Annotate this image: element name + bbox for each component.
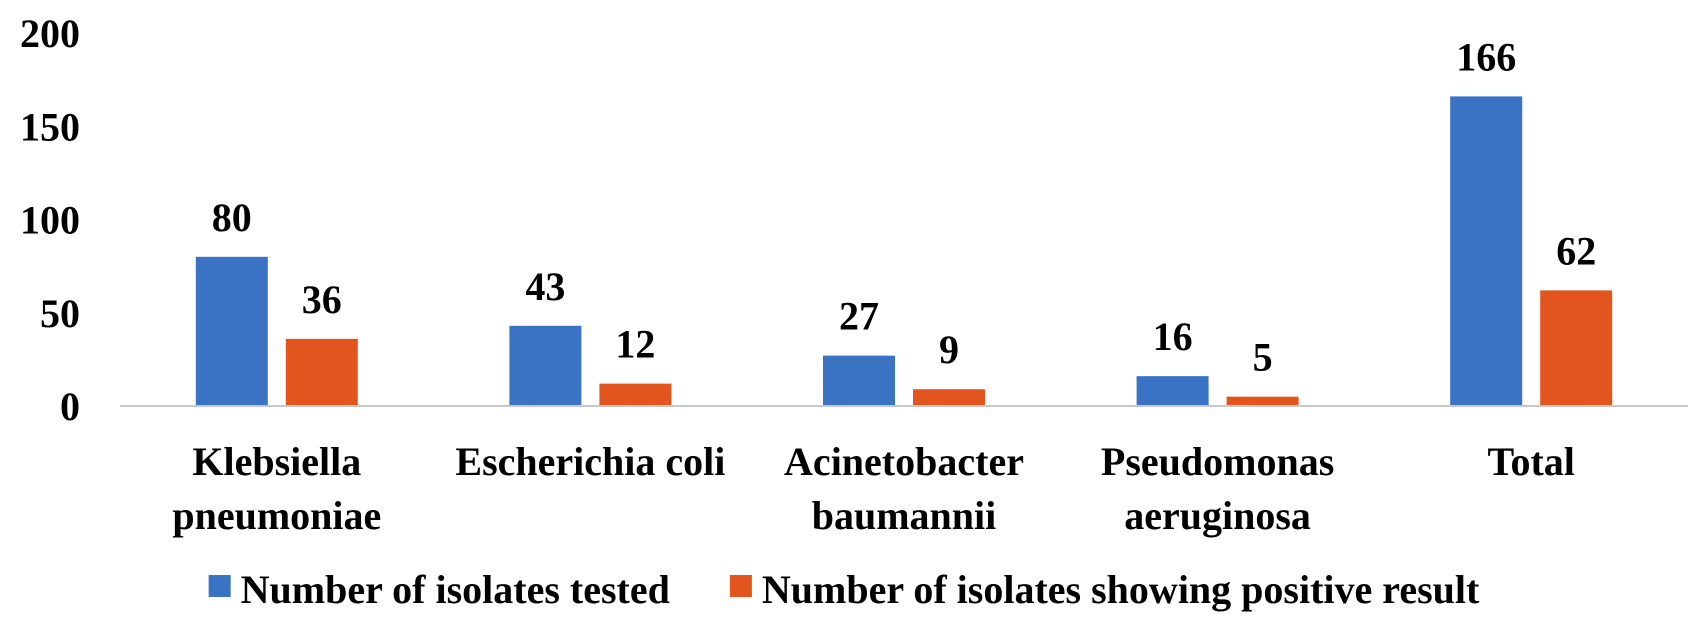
data-label: 166 <box>1456 34 1516 79</box>
y-tick-label: 100 <box>20 198 80 243</box>
y-tick-label: 50 <box>40 291 80 336</box>
bar <box>913 389 985 406</box>
y-tick-label: 0 <box>60 384 80 429</box>
category-label: Pseudomonas <box>1101 439 1334 484</box>
data-label: 5 <box>1253 335 1273 380</box>
y-tick-label: 150 <box>20 104 80 149</box>
legend-swatch <box>729 575 752 597</box>
data-label: 9 <box>939 327 959 372</box>
data-label: 43 <box>525 264 565 309</box>
legend-label: Number of isolates showing positive resu… <box>762 567 1480 612</box>
legend-swatch <box>208 575 231 597</box>
y-axis-ticks: 0 50 100 150 200 <box>20 11 80 429</box>
bars <box>195 96 1613 406</box>
data-label: 16 <box>1153 314 1193 359</box>
category-label: Acinetobacter <box>784 439 1024 484</box>
bar <box>1540 290 1613 406</box>
data-label: 80 <box>212 195 252 240</box>
data-label: 36 <box>302 277 342 322</box>
category-label: Total <box>1487 439 1574 484</box>
bar <box>509 325 582 406</box>
legend-label: Number of isolates tested <box>241 567 670 612</box>
bar <box>285 338 358 406</box>
category-label: pneumoniae <box>172 493 381 538</box>
category-label: Klebsiella <box>192 439 361 484</box>
y-tick-label: 200 <box>20 11 80 56</box>
data-label: 62 <box>1556 228 1596 273</box>
bar <box>195 256 268 406</box>
bar <box>1226 396 1299 406</box>
bar <box>1450 96 1523 406</box>
category-label: Escherichia coli <box>455 439 725 484</box>
bar <box>1136 376 1209 406</box>
category-label: aeruginosa <box>1124 493 1311 538</box>
data-label: 27 <box>839 294 879 339</box>
bar <box>823 355 895 406</box>
bar <box>599 383 672 406</box>
category-labels: Klebsiella pneumoniae Escherichia coli Acin… <box>172 439 1575 538</box>
data-labels: 80 36 43 12 27 9 16 5 166 62 <box>212 34 1596 379</box>
category-label: baumannii <box>812 493 997 538</box>
legend: Number of isolates tested Number of isola… <box>208 567 1480 612</box>
data-label: 12 <box>615 322 655 367</box>
